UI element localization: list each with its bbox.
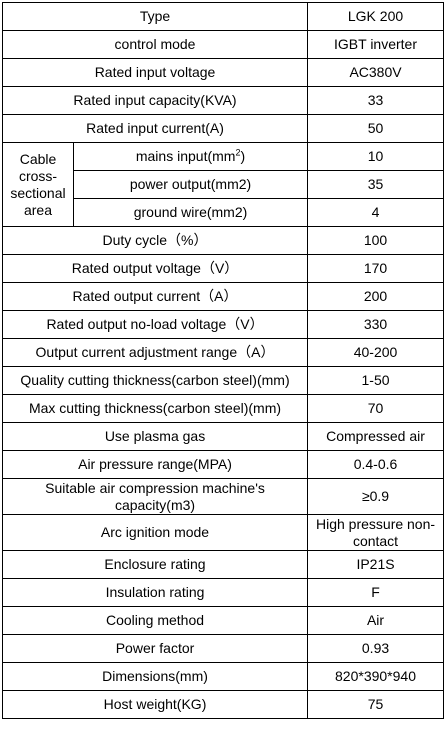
- spec-value: 0.4-0.6: [307, 450, 445, 479]
- spec-label: Rated input voltage: [1, 58, 309, 87]
- table-row: Use plasma gas Compressed air: [1, 422, 445, 451]
- table-row: Rated output voltage（V） 170: [1, 254, 445, 283]
- spec-value: IP21S: [307, 550, 445, 579]
- spec-label: ground wire(mm2): [72, 198, 309, 227]
- spec-label: Dimensions(mm): [1, 662, 309, 691]
- spec-value: 330: [307, 310, 445, 339]
- spec-value: 75: [307, 690, 445, 719]
- spec-value: High pressure non-contact: [307, 514, 445, 551]
- spec-value: 4: [307, 198, 445, 227]
- spec-table: Type LGK 200 control mode IGBT inverter …: [1, 2, 445, 719]
- table-row: Output current adjustment range（A） 40-20…: [1, 338, 445, 367]
- spec-value: 200: [307, 282, 445, 311]
- spec-label: Rated output voltage（V）: [1, 254, 309, 283]
- superscript-two: 2: [235, 147, 241, 158]
- spec-label: Suitable air compression machine's capac…: [1, 478, 309, 515]
- table-row: power output(mm2) 35: [3, 170, 445, 199]
- spec-value: 820*390*940: [307, 662, 445, 691]
- spec-value: 35: [307, 170, 445, 199]
- spec-label: Max cutting thickness(carbon steel)(mm): [1, 394, 309, 423]
- spec-label: Rated output current（A）: [1, 282, 309, 311]
- table-row: Rated output current（A） 200: [1, 282, 445, 311]
- spec-label: Enclosure rating: [1, 550, 309, 579]
- mains-input-label: mains input(mm: [135, 148, 236, 164]
- spec-value: 70: [307, 394, 445, 423]
- spec-value: F: [307, 578, 445, 607]
- spec-value: 50: [307, 114, 445, 143]
- spec-label: control mode: [1, 30, 309, 59]
- table-row: Duty cycle（%） 100: [1, 226, 445, 255]
- table-row: Type LGK 200: [1, 2, 445, 31]
- spec-label: Insulation rating: [1, 578, 309, 607]
- spec-value: ≥0.9: [307, 478, 445, 515]
- cable-group-label: Cable cross-sectional area: [2, 142, 74, 227]
- spec-value: AC380V: [307, 58, 445, 87]
- mains-input-label-suffix: ): [240, 148, 246, 164]
- spec-label: Use plasma gas: [1, 422, 309, 451]
- spec-value: 1-50: [307, 366, 445, 395]
- table-row: Cable cross-sectional area mains input(m…: [2, 142, 445, 227]
- spec-value: 0.93: [307, 634, 445, 663]
- table-row: Host weight(KG) 75: [1, 690, 445, 719]
- spec-value: LGK 200: [307, 2, 445, 31]
- spec-label: Power factor: [1, 634, 309, 663]
- table-row: Dimensions(mm) 820*390*940: [1, 662, 445, 691]
- spec-label: Type: [1, 2, 309, 31]
- table-row: Air pressure range(MPA) 0.4-0.6: [1, 450, 445, 479]
- table-row: Insulation rating F: [1, 578, 445, 607]
- spec-label: Air pressure range(MPA): [1, 450, 309, 479]
- table-row: Rated input current(A) 50: [1, 114, 445, 143]
- spec-label: mains input(mm2): [72, 142, 309, 171]
- table-row: Suitable air compression machine's capac…: [1, 478, 445, 515]
- spec-label: Quality cutting thickness(carbon steel)(…: [1, 366, 309, 395]
- table-row: Arc ignition mode High pressure non-cont…: [1, 514, 445, 551]
- table-row: ground wire(mm2) 4: [3, 198, 445, 227]
- table-row: Power factor 0.93: [1, 634, 445, 663]
- spec-label: Cooling method: [1, 606, 309, 635]
- spec-value: 40-200: [307, 338, 445, 367]
- table-row: Rated input capacity(KVA) 33: [1, 86, 445, 115]
- table-row: Rated input voltage AC380V: [1, 58, 445, 87]
- spec-label: Output current adjustment range（A）: [1, 338, 309, 367]
- table-row: Quality cutting thickness(carbon steel)(…: [1, 366, 445, 395]
- table-row: Enclosure rating IP21S: [1, 550, 445, 579]
- spec-value: 10: [307, 142, 445, 171]
- spec-value: 100: [307, 226, 445, 255]
- spec-value: 33: [307, 86, 445, 115]
- spec-label: Duty cycle（%）: [1, 226, 309, 255]
- table-row: Rated output no-load voltage（V） 330: [1, 310, 445, 339]
- spec-label: Rated input capacity(KVA): [1, 86, 309, 115]
- spec-value: 170: [307, 254, 445, 283]
- spec-label: Rated output no-load voltage（V）: [1, 310, 309, 339]
- spec-value: Air: [307, 606, 445, 635]
- spec-label: Rated input current(A): [1, 114, 309, 143]
- spec-label: power output(mm2): [72, 170, 309, 199]
- table-row: Cooling method Air: [1, 606, 445, 635]
- spec-label: Host weight(KG): [1, 690, 309, 719]
- table-row: Max cutting thickness(carbon steel)(mm) …: [1, 394, 445, 423]
- spec-value: Compressed air: [307, 422, 445, 451]
- table-row: control mode IGBT inverter: [1, 30, 445, 59]
- spec-label: Arc ignition mode: [1, 514, 309, 551]
- spec-value: IGBT inverter: [307, 30, 445, 59]
